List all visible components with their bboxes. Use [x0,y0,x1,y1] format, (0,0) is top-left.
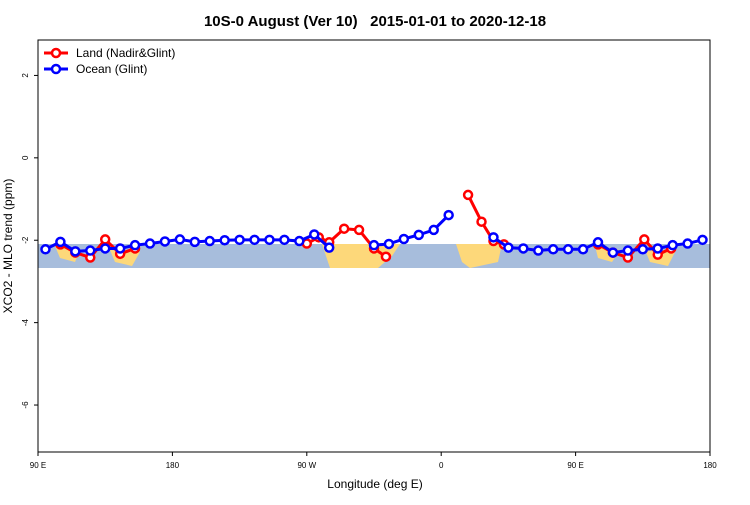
legend-marker [50,47,62,59]
x-tick-label: 90 W [297,461,316,470]
x-tick-label: 180 [166,461,180,470]
data-point [652,243,663,254]
data-point [697,234,708,246]
data-point [85,245,96,256]
data-point [637,244,649,255]
data-point [309,229,320,240]
data-point [503,242,514,253]
data-point [577,244,589,255]
data-point [518,243,529,254]
data-point [488,232,499,243]
data-point [189,236,201,248]
y-tick-label: 0 [21,155,30,160]
data-point [338,223,350,234]
data-point [294,235,305,247]
plot-frame [37,39,711,453]
data-point [607,247,619,258]
legend-label: Ocean (Glint) [76,62,147,76]
x-tick-label: 180 [703,461,717,470]
data-point [249,234,260,246]
data-point [114,243,126,254]
x-tick-label: 90 E [567,461,583,470]
data-point [428,224,439,236]
data-point [547,244,559,255]
data-point [413,229,425,241]
data-point [476,216,487,227]
data-point [219,234,230,246]
y-tick-label: -2 [21,236,30,244]
y-tick-label: -6 [21,401,30,409]
legend-marker [50,63,62,75]
data-point [174,234,186,245]
data-point [144,238,156,249]
data-point [129,239,141,251]
legend-label: Land (Nadir&Glint) [76,46,175,60]
data-point [622,245,634,256]
y-tick-label: 2 [21,73,30,78]
x-axis-label: Longitude (deg E) [327,477,422,491]
data-point [462,189,474,201]
y-axis-label: XCO2 - MLO trend (ppm) [1,179,15,314]
data-point [55,236,66,248]
chart-title: 10S-0 August (Ver 10) 2015-01-01 to 2020… [204,13,546,30]
data-point [639,234,650,245]
x-tick-label: 0 [439,461,444,470]
data-point [279,234,290,246]
data-point [264,234,275,246]
data-point [353,224,365,236]
data-point [99,243,111,254]
data-point [592,237,604,248]
data-point [368,239,380,251]
data-point [204,235,215,247]
data-point [40,244,51,255]
data-point [667,239,678,251]
data-point [682,238,693,249]
data-point [70,246,81,257]
data-point [398,233,410,245]
data-point [159,236,171,247]
data-point [533,245,544,256]
data-point [380,251,392,262]
data-point [383,238,395,250]
data-point [443,209,454,221]
data-point [99,234,111,245]
x-tick-label: 90 E [30,461,46,470]
data-point [234,234,245,246]
y-tick-label: -4 [21,319,30,327]
data-point [323,242,335,253]
data-point [562,244,574,255]
